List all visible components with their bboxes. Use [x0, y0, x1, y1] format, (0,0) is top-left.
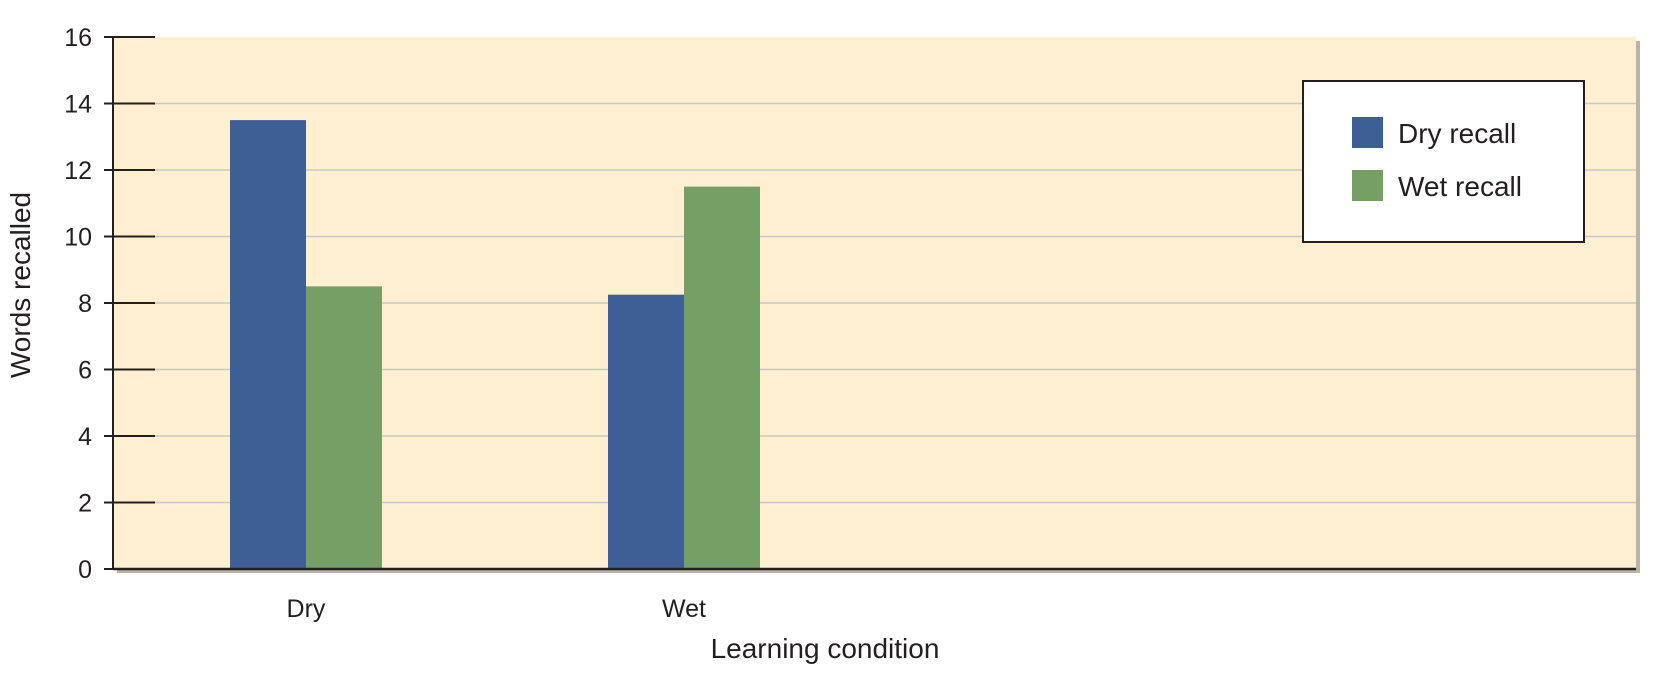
legend-label: Wet recall — [1398, 171, 1522, 202]
bar-dry-dry-recall — [230, 120, 306, 569]
bars — [230, 120, 760, 569]
y-axis-label: Words recalled — [5, 192, 36, 378]
y-tick-label: 12 — [64, 157, 92, 185]
x-tick-label: Dry — [287, 595, 326, 623]
y-tick-label: 8 — [78, 290, 92, 318]
y-tick-label: 2 — [78, 490, 92, 518]
x-tick-label: Wet — [662, 595, 706, 623]
y-tick-label: 14 — [64, 91, 92, 119]
y-tick-label: 16 — [64, 24, 92, 52]
bar-wet-dry-recall — [608, 294, 684, 569]
x-axis-ticks: Dry Wet — [287, 595, 706, 623]
y-tick-label: 0 — [78, 556, 92, 584]
y-tick-label: 10 — [64, 224, 92, 252]
bar-dry-wet-recall — [306, 286, 382, 569]
y-axis-ticks: 0 2 4 6 8 10 12 14 16 — [64, 24, 155, 584]
legend: Dry recall Wet recall — [1302, 80, 1585, 243]
x-axis-label: Learning condition — [711, 633, 940, 664]
legend-swatch — [1352, 117, 1383, 148]
legend-label: Dry recall — [1398, 118, 1516, 149]
bar-wet-wet-recall — [684, 186, 760, 569]
legend-swatch — [1352, 170, 1383, 201]
y-tick-label: 4 — [78, 423, 92, 451]
legend-box — [1302, 80, 1585, 243]
y-tick-label: 6 — [78, 357, 92, 385]
